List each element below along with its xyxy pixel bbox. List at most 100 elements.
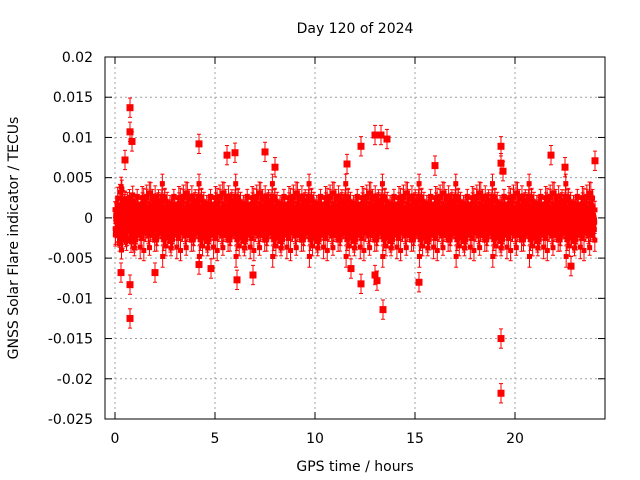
data-point <box>199 194 205 200</box>
data-point <box>127 212 133 218</box>
data-point <box>309 194 315 200</box>
data-point <box>300 237 306 243</box>
data-point <box>226 193 232 199</box>
data-point <box>288 247 294 253</box>
data-point <box>144 193 150 199</box>
data-point <box>251 247 257 253</box>
data-point <box>124 236 130 242</box>
data-point <box>262 193 268 199</box>
data-point <box>319 201 325 207</box>
data-point <box>137 244 143 250</box>
data-point <box>156 198 162 204</box>
data-point <box>118 233 124 239</box>
data-point <box>139 205 145 211</box>
data-point <box>240 201 246 207</box>
data-point <box>117 241 123 247</box>
data-point <box>196 181 202 187</box>
data-point <box>214 247 220 253</box>
data-point <box>294 232 300 238</box>
data-point <box>233 181 239 187</box>
data-point <box>191 232 197 238</box>
data-point <box>301 232 307 238</box>
data-point <box>189 193 195 199</box>
data-point <box>178 247 184 253</box>
data-point <box>183 245 189 251</box>
data-point <box>221 190 227 196</box>
data-point <box>134 193 140 199</box>
data-point <box>190 237 196 243</box>
data-point <box>180 193 186 199</box>
data-point <box>184 232 190 238</box>
data-point <box>233 229 239 235</box>
data-point <box>130 201 136 207</box>
data-point <box>119 247 125 253</box>
data-point <box>258 190 264 196</box>
data-point <box>223 204 229 210</box>
data-point <box>125 229 131 235</box>
data-point <box>211 244 217 250</box>
data-point <box>115 203 121 209</box>
data-point <box>264 237 270 243</box>
data-point <box>260 204 266 210</box>
data-point <box>172 201 178 207</box>
data-point <box>244 193 250 199</box>
data-point <box>147 232 153 238</box>
data-point <box>150 204 156 210</box>
data-point <box>119 186 125 192</box>
data-point <box>318 193 324 199</box>
data-point <box>270 229 276 235</box>
data-point <box>208 193 214 199</box>
data-point <box>228 232 234 238</box>
data-point <box>127 194 133 200</box>
data-point <box>254 193 260 199</box>
data-point <box>266 198 272 204</box>
data-point <box>204 201 210 207</box>
data-point <box>160 229 166 235</box>
data-point <box>273 243 279 249</box>
data-points <box>112 97 599 404</box>
data-point <box>294 190 300 196</box>
data-point <box>154 237 160 243</box>
data-point <box>115 232 121 238</box>
data-point <box>306 181 312 187</box>
data-point <box>233 254 239 260</box>
data-point <box>245 201 251 207</box>
data-point <box>163 243 169 249</box>
data-point <box>310 243 316 249</box>
data-point <box>285 205 291 211</box>
data-point <box>117 189 123 195</box>
data-point <box>175 205 181 211</box>
data-point <box>114 219 120 225</box>
data-point <box>282 201 288 207</box>
data-point <box>187 204 193 210</box>
data-point <box>212 205 218 211</box>
data-point <box>284 244 290 250</box>
data-point <box>227 237 233 243</box>
data-point <box>290 193 296 199</box>
data-point <box>120 228 126 234</box>
data-point <box>272 194 278 200</box>
data-point <box>159 181 165 187</box>
data-point <box>257 232 263 238</box>
data-point <box>293 245 299 251</box>
data-point <box>162 194 168 200</box>
data-point <box>196 229 202 235</box>
data-point <box>229 198 235 204</box>
data-point <box>281 193 287 199</box>
data-point <box>236 243 242 249</box>
data-point <box>135 201 141 207</box>
data-point <box>264 232 270 238</box>
data-point <box>297 204 303 210</box>
data-point <box>167 201 173 207</box>
data-point <box>209 201 215 207</box>
data-point <box>148 190 154 196</box>
data-point <box>154 232 160 238</box>
data-point <box>302 198 308 204</box>
data-point <box>221 232 227 238</box>
data-point <box>118 204 124 210</box>
data-point <box>277 201 283 207</box>
data-point <box>269 181 275 187</box>
data-point <box>141 247 147 253</box>
data-point <box>192 198 198 204</box>
